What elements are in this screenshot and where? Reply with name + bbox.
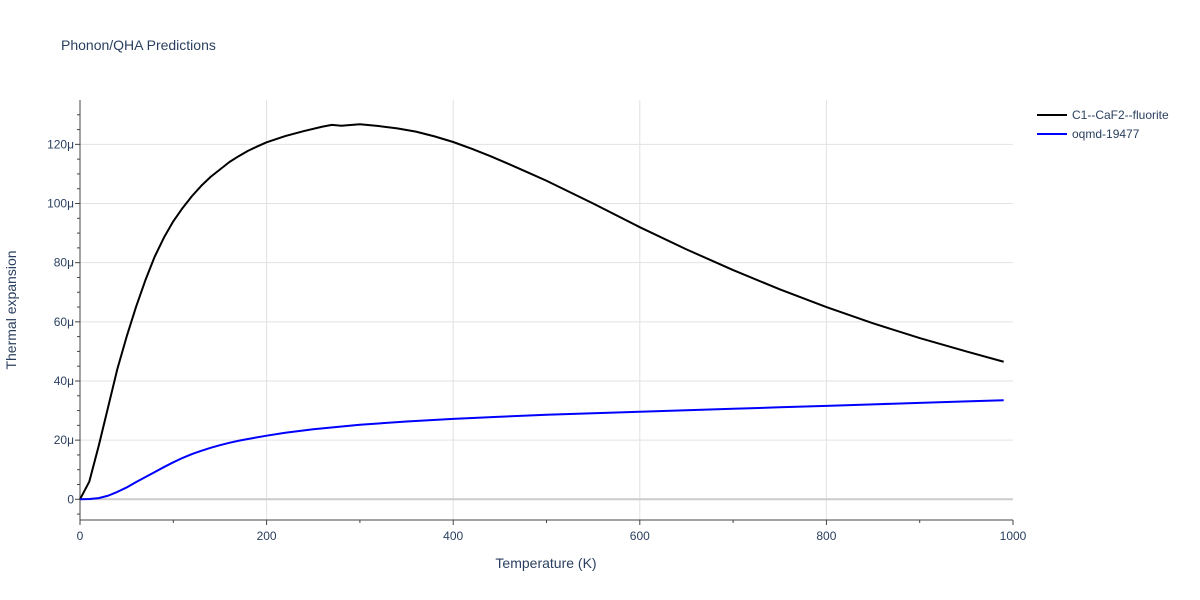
y-tick-label: 120μ [47, 137, 74, 151]
legend[interactable]: C1--CaF2--fluorite oqmd-19477 [1037, 108, 1169, 141]
x-tick-label: 1000 [1000, 529, 1027, 543]
x-tick-labels: 0 200 400 600 800 1000 [77, 529, 1027, 543]
legend-item[interactable]: oqmd-19477 [1037, 127, 1140, 141]
series-lines [79, 123, 1004, 501]
y-tick-label: 40μ [54, 374, 74, 388]
series-line-1[interactable] [79, 123, 1004, 500]
grid [80, 100, 1013, 520]
x-tick-label: 200 [257, 529, 277, 543]
y-tick-label: 60μ [54, 315, 74, 329]
x-tick-label: 800 [816, 529, 836, 543]
y-tick-label: 0 [67, 492, 74, 506]
legend-item[interactable]: C1--CaF2--fluorite [1037, 108, 1169, 122]
series-line-2[interactable] [79, 399, 1004, 501]
x-tick-label: 0 [77, 529, 84, 543]
x-axis-title: Temperature (K) [495, 555, 596, 571]
y-axis-title: Thermal expansion [3, 250, 19, 369]
legend-label: C1--CaF2--fluorite [1072, 108, 1169, 122]
y-tick-label: 20μ [54, 433, 74, 447]
y-tick-label: 100μ [47, 197, 74, 211]
y-tick-label: 80μ [54, 256, 74, 270]
x-tick-label: 400 [443, 529, 463, 543]
chart-title: Phonon/QHA Predictions [61, 37, 216, 53]
x-tick-label: 600 [630, 529, 650, 543]
axes [75, 100, 1014, 525]
y-tick-labels: 0 20μ 40μ 60μ 80μ 100μ 120μ [47, 137, 74, 506]
legend-label: oqmd-19477 [1072, 127, 1140, 141]
